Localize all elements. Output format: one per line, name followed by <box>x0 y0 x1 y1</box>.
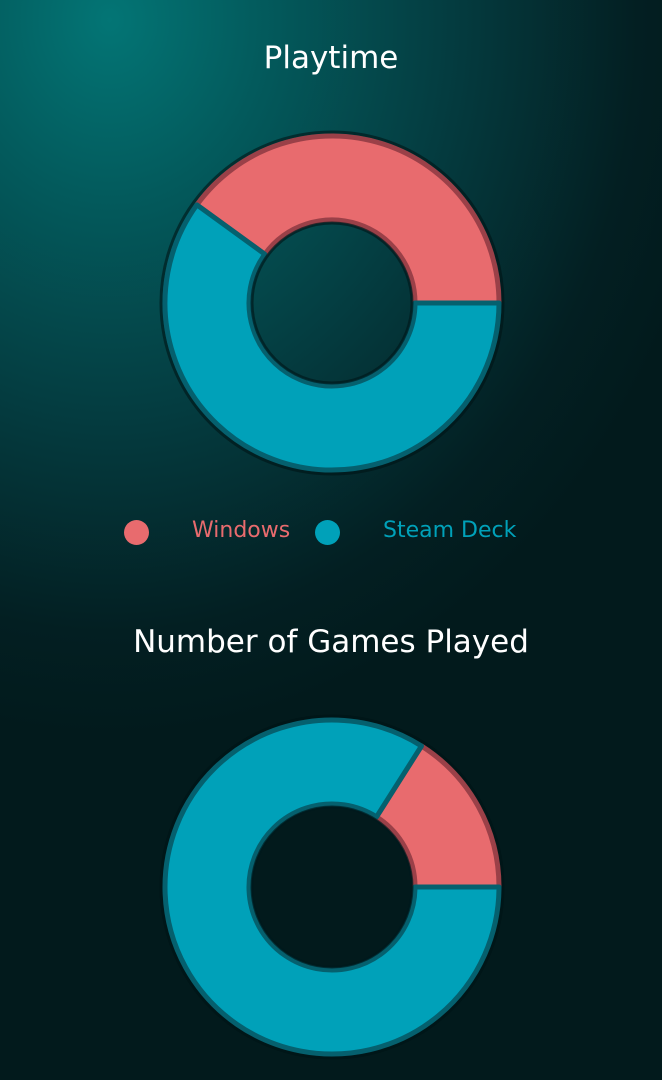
donut-outline <box>159 130 505 476</box>
legend-label-windows: Windows <box>192 518 291 543</box>
chart-title-playtime: Playtime <box>263 40 399 76</box>
donut-hole-outline <box>250 805 414 969</box>
slice-steam-deck <box>162 202 502 473</box>
playtime-donut-chart <box>159 130 505 476</box>
games-played-donut-chart <box>159 714 505 1060</box>
chart-title-games-played: Number of Games Played <box>133 624 529 660</box>
legend: Windows Steam Deck <box>0 515 662 551</box>
legend-swatch-windows <box>124 520 149 545</box>
legend-swatch-steam-deck <box>315 520 340 545</box>
slice-windows <box>373 743 502 890</box>
slice-windows <box>194 133 502 306</box>
legend-label-steam-deck: Steam Deck <box>383 518 517 543</box>
donut-hole-outline <box>250 221 414 385</box>
slice-steam-deck <box>162 717 502 1057</box>
donut-outline <box>159 714 505 1060</box>
